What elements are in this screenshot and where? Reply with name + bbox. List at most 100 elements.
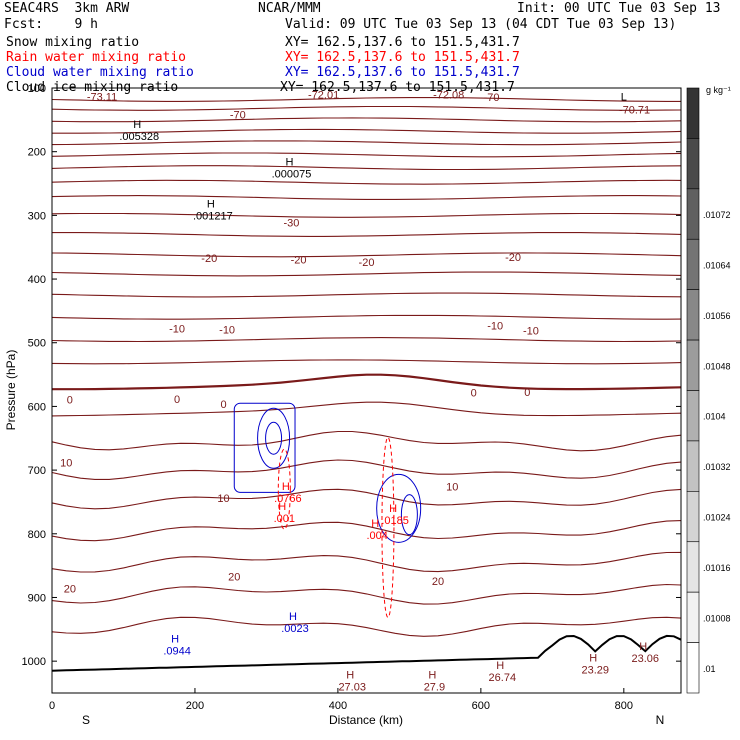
colorbar-swatch	[686, 491, 700, 543]
isotherm-line	[52, 373, 682, 391]
contour-labels: -73.11 -72.01 -72.08 -70 -70 -70.71 -30 -20 -20 -…	[60, 89, 659, 693]
isotherm-label: -73.11	[87, 91, 117, 103]
terrain-profile	[51, 634, 682, 672]
isotherm-label: 20	[64, 584, 76, 596]
isotherm-label: -72.08	[433, 89, 464, 101]
header-institution: NCAR/MMM	[258, 1, 321, 16]
isotherm-line	[51, 117, 682, 123]
isotherm-label: -10	[523, 326, 539, 338]
plot-frame	[51, 87, 682, 694]
x-tick-label: 200	[186, 700, 204, 712]
isotherm-label: 10	[217, 493, 229, 505]
colorbar: .01 .01008 .01016 .01024 .01032 .0104 .01048 .0…	[686, 87, 731, 694]
colorbar-units: g kg⁻¹	[706, 85, 731, 95]
colorbar-swatch	[686, 339, 700, 391]
y-tick-label: 900	[28, 592, 46, 604]
header-forecast-hour: Fcst: 9 h	[4, 17, 98, 32]
maximum-marker: H	[496, 660, 504, 672]
x-tick-label: 400	[329, 700, 347, 712]
isotherm-line	[51, 359, 682, 365]
x-end-label-north: N	[656, 713, 665, 727]
maximum-label: 23.29	[581, 664, 609, 676]
maximum-label: .0185	[381, 515, 409, 527]
isotherm-line	[51, 583, 682, 605]
isotherm-line	[51, 195, 682, 200]
isotherm-line	[51, 520, 682, 542]
cloud-water-contour	[233, 402, 296, 493]
colorbar-label: .01032	[703, 462, 731, 472]
isotherm-label: 10	[60, 457, 72, 469]
colorbar-label: .01064	[703, 260, 731, 270]
header-init: Init: 00 UTC Tue 03 Sep 13	[517, 1, 721, 16]
isotherm-label: -70	[230, 110, 246, 122]
cloud-water-contour	[257, 407, 291, 469]
y-tick-label: 800	[28, 529, 46, 541]
isotherm-label: -10	[169, 324, 185, 336]
x-tick-label: 0	[49, 700, 55, 712]
x-end-label-south: S	[82, 713, 90, 727]
y-tick-label: 400	[28, 274, 46, 286]
isotherm-line	[52, 128, 682, 134]
colorbar-swatch	[686, 87, 700, 139]
isotherm-line	[51, 105, 682, 111]
maximum-marker: H	[389, 503, 397, 515]
isotherm-line	[51, 551, 682, 573]
isotherm-line	[51, 430, 682, 452]
isotherm-label: -30	[283, 217, 299, 229]
colorbar-label: .01048	[703, 361, 731, 371]
hydrometeor-contours	[233, 402, 422, 618]
isotherm-label: -70.71	[619, 105, 650, 117]
maximum-marker: H	[285, 156, 293, 168]
isotherm-line	[51, 488, 682, 510]
isotherm-line	[51, 459, 682, 480]
cloud-water-contour	[376, 473, 422, 543]
field-xy-snow: XY= 162.5,137.6 to 151.5,431.7	[285, 35, 520, 50]
isotherm-label: -10	[219, 324, 235, 336]
x-tick-label: 600	[472, 700, 490, 712]
isotherm-label: -70	[484, 92, 500, 104]
y-tick-label: 100	[28, 83, 46, 95]
maximum-marker: H	[639, 641, 647, 653]
cloud-water-contour	[400, 494, 418, 536]
maximum-label: 27.03	[338, 682, 366, 694]
isotherm-label: 0	[67, 394, 73, 406]
maximum-label: .0944	[163, 645, 191, 657]
colorbar-label: .01016	[703, 563, 731, 573]
field-xy-cloud-water: XY= 162.5,137.6 to 151.5,431.7	[285, 65, 520, 80]
isotherm-line	[51, 152, 682, 158]
colorbar-swatch	[686, 591, 700, 643]
x-axis-label: Distance (km)	[329, 713, 403, 727]
colorbar-swatch	[686, 642, 700, 694]
isotherm-line	[51, 616, 682, 637]
isotherm-label: -20	[201, 253, 217, 265]
axis-ticks: 0 200 400 600 800100200300400500600700800900…	[22, 83, 681, 712]
maximum-marker: H	[289, 611, 297, 623]
isotherm-label: -20	[359, 257, 375, 269]
y-tick-label: 600	[28, 401, 46, 413]
isotherm-label: -20	[505, 252, 521, 264]
rain-water-contour	[277, 448, 291, 530]
header-valid-time: Valid: 09 UTC Tue 03 Sep 13 (04 CDT Tue …	[285, 17, 677, 32]
maximum-label: .005328	[119, 131, 159, 143]
isotherm-line	[51, 337, 682, 343]
cloud-water-contour	[265, 421, 283, 455]
isotherm-label: 0	[524, 387, 530, 399]
isotherm-lines	[51, 97, 682, 637]
maximum-label: 23.06	[631, 653, 659, 665]
isotherm-label: 0	[174, 394, 180, 406]
isotherm-line	[52, 232, 682, 237]
colorbar-swatch	[686, 541, 700, 593]
maximum-label: .0766	[274, 493, 302, 505]
isotherm-label: 0	[471, 387, 477, 399]
colorbar-swatch	[686, 440, 700, 492]
maximum-marker: H	[371, 518, 379, 530]
maximum-marker: H	[278, 501, 286, 513]
isotherm-label: -20	[291, 254, 307, 266]
isotherm-line	[51, 179, 682, 185]
y-tick-label: 700	[28, 465, 46, 477]
isotherm-line	[51, 292, 682, 298]
field-xy-rain: XY= 162.5,137.6 to 151.5,431.7	[285, 50, 520, 65]
isotherm-label: -10	[487, 321, 503, 333]
colorbar-swatch	[686, 390, 700, 442]
maximum-marker: H	[171, 633, 179, 645]
